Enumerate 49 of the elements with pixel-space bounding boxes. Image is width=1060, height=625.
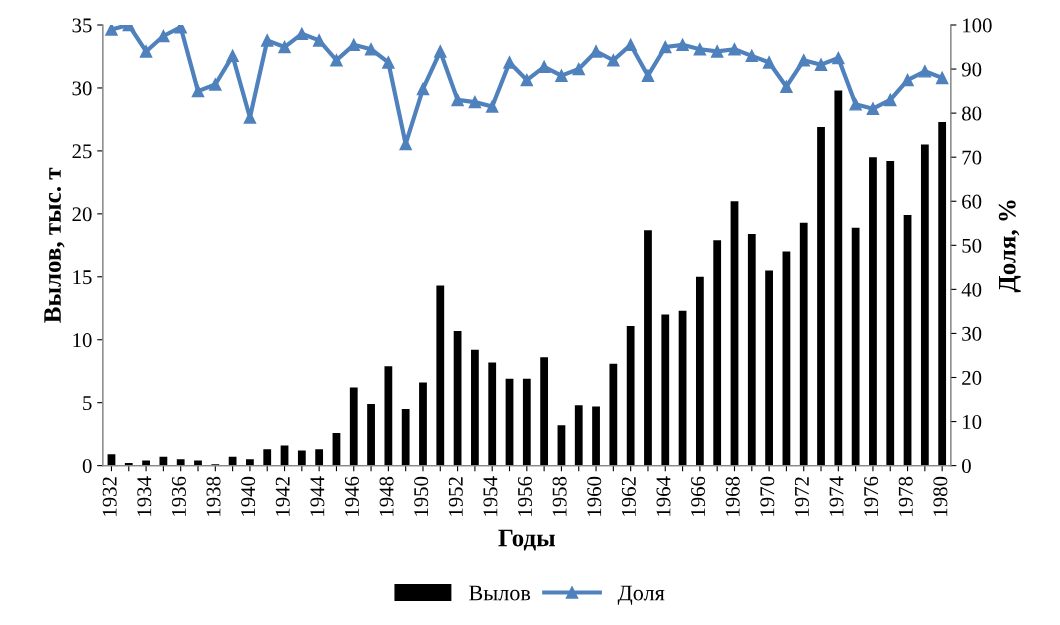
x-tick-label: 1942: [275, 477, 290, 516]
x-tick-label: 1944: [310, 476, 325, 516]
x-tick-label: 1932: [102, 477, 117, 516]
x-tick-label: 1972: [794, 477, 809, 516]
y2-tick-label: 30: [962, 326, 982, 341]
x-tick-label: 1954: [483, 476, 498, 516]
y-tick-label: 10: [73, 333, 92, 348]
y2-tick-label: 60: [962, 194, 982, 209]
x-tick-label: 1952: [448, 477, 463, 516]
y2-tick-label: 50: [962, 238, 982, 253]
y-tick-label: 30: [72, 81, 92, 96]
x-tick-label: 1948: [379, 476, 394, 516]
y-tick-label: 20: [72, 207, 92, 222]
y-tick-label: 0: [82, 459, 92, 474]
x-tick-label: 1974: [829, 476, 844, 516]
x-tick-label: 1978: [898, 476, 913, 516]
y-tick-label: 25: [72, 144, 92, 159]
x-tick-label: 1964: [656, 476, 671, 516]
x-tick-label: 1936: [171, 476, 186, 516]
y2-tick-label: 80: [962, 106, 982, 121]
legend-label: Вылов: [469, 585, 531, 601]
x-tick-label: 1980: [933, 476, 948, 516]
x-tick-label: 1940: [241, 476, 256, 516]
y2-tick-label: 100: [963, 18, 992, 33]
y2-tick-label: 70: [962, 150, 982, 165]
y-axis-title: Вылов, тыс. т: [44, 167, 65, 323]
x-axis-title: Годы: [498, 529, 555, 551]
x-tick-label: 1950: [414, 476, 429, 516]
y2-tick-label: 0: [962, 459, 971, 474]
x-tick-label: 1966: [691, 476, 706, 516]
x-tick-label: 1938: [206, 476, 221, 516]
y-tick-label: 15: [73, 270, 92, 285]
y2-tick-label: 90: [961, 62, 982, 77]
x-tick-label: 1970: [760, 476, 775, 516]
x-tick-label: 1934: [137, 476, 152, 516]
y2-tick-label: 20: [962, 370, 982, 385]
y2-tick-label: 10: [963, 414, 982, 429]
y2-tick-label: 40: [961, 282, 982, 297]
x-tick-label: 1960: [587, 476, 602, 516]
y2-axis-title: Доля, %: [998, 200, 1021, 293]
x-tick-label: 1946: [344, 476, 359, 516]
x-tick-label: 1976: [864, 476, 879, 516]
x-tick-label: 1958: [552, 476, 567, 516]
x-tick-label: 1968: [725, 476, 740, 516]
x-tick-label: 1962: [621, 477, 636, 516]
x-tick-label: 1956: [518, 476, 533, 516]
y-tick-label: 5: [83, 396, 92, 411]
legend-label: Доля: [617, 585, 665, 605]
y-tick-label: 35: [72, 18, 92, 33]
